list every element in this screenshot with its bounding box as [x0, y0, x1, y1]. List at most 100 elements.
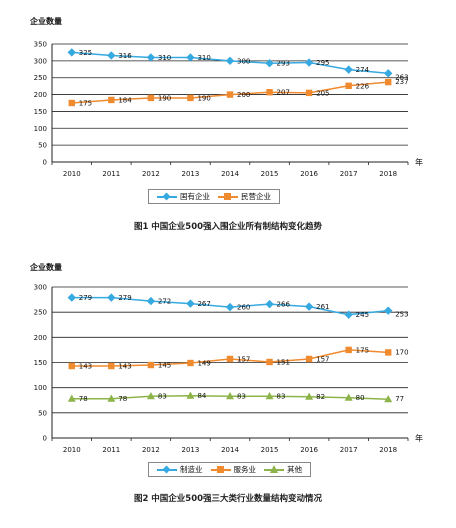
- chart-2-series-3-point: [305, 392, 314, 400]
- chart-2-series-1-data-label: 279: [79, 294, 92, 302]
- chart-2-series-2-point: [187, 359, 194, 367]
- chart-1-series-1-point: [146, 53, 156, 62]
- chart-2-xtick-label: 2012: [142, 446, 160, 454]
- chart-2-series-3-data-label: 78: [118, 395, 127, 403]
- chart-2-series-1-data-label: 245: [356, 311, 369, 319]
- chart-1-series-1-point: [107, 51, 116, 60]
- chart-2-series-3-point: [146, 392, 155, 400]
- legend-square-icon: [210, 465, 231, 474]
- chart-1-xtick-label: 2018: [379, 170, 397, 178]
- chart-1-ytick-label: 300: [34, 57, 47, 65]
- chart-2-ytick-label: 250: [34, 309, 47, 317]
- chart-2-series-2-point: [147, 361, 155, 369]
- chart-2-series-1-point: [384, 306, 393, 315]
- chart-2-xtick-label: 2010: [63, 446, 81, 454]
- chart-1-series-2-point: [108, 96, 115, 104]
- chart-1-series-1-data-label: 310: [158, 54, 171, 62]
- chart-1-series-1-data-label: 300: [237, 57, 250, 65]
- chart-2-series-2-data-label: 143: [79, 363, 92, 371]
- legend-triangle-icon: [264, 465, 284, 474]
- legend-diamond-icon: [157, 192, 177, 201]
- chart-2-series-2-data-label: 149: [197, 360, 210, 368]
- square-marker-icon: [216, 466, 224, 473]
- chart-2-series-2-data-label: 157: [316, 355, 329, 363]
- chart-1-ytick-label: 100: [34, 125, 47, 133]
- chart-1-legend-label: 国有企业: [180, 192, 210, 201]
- chart-1-series-2-point: [187, 94, 194, 102]
- chart-1-ytick-label: 50: [38, 142, 47, 150]
- chart-2-series-1-point: [107, 293, 116, 302]
- chart-2-ytick-label: 150: [34, 359, 47, 367]
- chart-1-series-2-point: [385, 78, 392, 86]
- chart-2-series-2-point: [266, 358, 273, 366]
- chart-1-legend-item: 国有企业: [157, 191, 210, 202]
- chart-2-xtick-label: 2018: [379, 446, 397, 454]
- chart-2-series-1-point: [225, 302, 235, 312]
- chart-1-series-2-data-label: 184: [118, 96, 132, 104]
- legend-square-icon: [218, 192, 238, 201]
- chart-2-legend-label: 其他: [287, 465, 302, 474]
- chart-2-series-3-data-label: 80: [356, 394, 365, 402]
- chart-1-svg: 企业数量 0 50 100 150 200 250 300 350 2010 2011 2012 201…: [29, 16, 423, 178]
- chart-1-x-unit: 年: [415, 157, 423, 167]
- chart-2-caption: 图2 中国企业500强三大类行业数量结构变动情况: [133, 494, 323, 504]
- chart-1-series-1-data-label: 295: [316, 59, 329, 67]
- chart-2-series-3-point: [384, 395, 393, 403]
- chart-1-series-1-data-label: 325: [79, 49, 92, 57]
- triangle-marker-icon: [270, 465, 278, 473]
- chart-2-xtick-label: 2015: [261, 446, 279, 454]
- chart-1-series-2-point: [266, 89, 273, 96]
- chart-2-series-2-point: [68, 362, 75, 370]
- chart-1-series-1-point: [304, 58, 314, 67]
- diamond-marker-icon: [162, 465, 171, 474]
- chart-1-legend-item: 民营企业: [218, 191, 271, 202]
- chart-2-x-unit: 年: [415, 433, 423, 443]
- chart-2: 企业数量 0 50 100 150 200 250 300 2010 2011 2012 2013 20…: [0, 255, 456, 528]
- chart-2-series-1-point: [304, 302, 314, 311]
- chart-2-legend-label: 服务业: [233, 465, 257, 474]
- chart-1-xtick-label: 2012: [142, 170, 160, 178]
- chart-2-ytick-label: 200: [34, 334, 47, 342]
- chart-2-series-1-point: [146, 296, 156, 306]
- chart-1-series-2-data-label: 237: [395, 78, 408, 86]
- chart-2-legend-item: 服务业: [210, 464, 257, 475]
- chart-1-series-1-data-label: 293: [277, 60, 290, 68]
- chart-1-series-2-data-label: 226: [356, 82, 370, 90]
- chart-2-series-1-point: [344, 310, 353, 319]
- chart-1-ylabel: 企业数量: [29, 16, 62, 26]
- chart-2-ytick-label: 100: [34, 384, 47, 392]
- chart-2-legend-item: 其他: [264, 464, 302, 475]
- chart-2-series-1-data-label: 279: [118, 294, 131, 302]
- chart-1-series-1-point: [265, 59, 274, 68]
- chart-2-series-3-data-label: 83: [277, 393, 286, 401]
- chart-2-series-3-point: [344, 393, 353, 401]
- chart-2-series-2-point: [305, 355, 313, 363]
- square-marker-icon: [224, 193, 231, 200]
- chart-2-series-2-point: [108, 362, 115, 370]
- chart-2-series-2-data-label: 170: [395, 348, 408, 356]
- chart-1-xtick-label: 2016: [300, 170, 318, 178]
- chart-2-ytick-label: 0: [43, 435, 47, 443]
- chart-1-series-2-data-label: 207: [277, 89, 290, 97]
- chart-2-series-3-data-label: 78: [79, 395, 88, 403]
- chart-2-series-3-point: [265, 392, 274, 400]
- chart-2-series-1-point: [67, 293, 76, 302]
- chart-1-xtick-label: 2011: [102, 170, 120, 178]
- chart-2-series-3-data-label: 83: [158, 393, 167, 401]
- chart-1-series-2-point: [226, 91, 234, 98]
- chart-1-ytick-label: 350: [34, 41, 47, 49]
- chart-2-series-3-data-label: 77: [395, 395, 404, 403]
- chart-2-xtick-label: 2011: [102, 446, 120, 454]
- chart-1-series-1-point: [344, 65, 353, 74]
- chart-1-series-2-data-label: 205: [316, 89, 329, 97]
- chart-1-legend-label: 民营企业: [241, 192, 271, 201]
- chart-1-series-2-data-label: 190: [197, 94, 210, 102]
- chart-1-series-1-point: [67, 48, 76, 57]
- chart-2-series-1-point: [265, 299, 274, 309]
- chart-1-xtick-label: 2013: [182, 170, 200, 178]
- diamond-marker-icon: [162, 192, 171, 201]
- chart-2-ylabel: 企业数量: [29, 262, 62, 272]
- chart-1-xtick-label: 2017: [340, 170, 358, 178]
- chart-2-series-1-data-label: 260: [237, 304, 250, 312]
- chart-2-series-3-data-label: 82: [316, 393, 325, 401]
